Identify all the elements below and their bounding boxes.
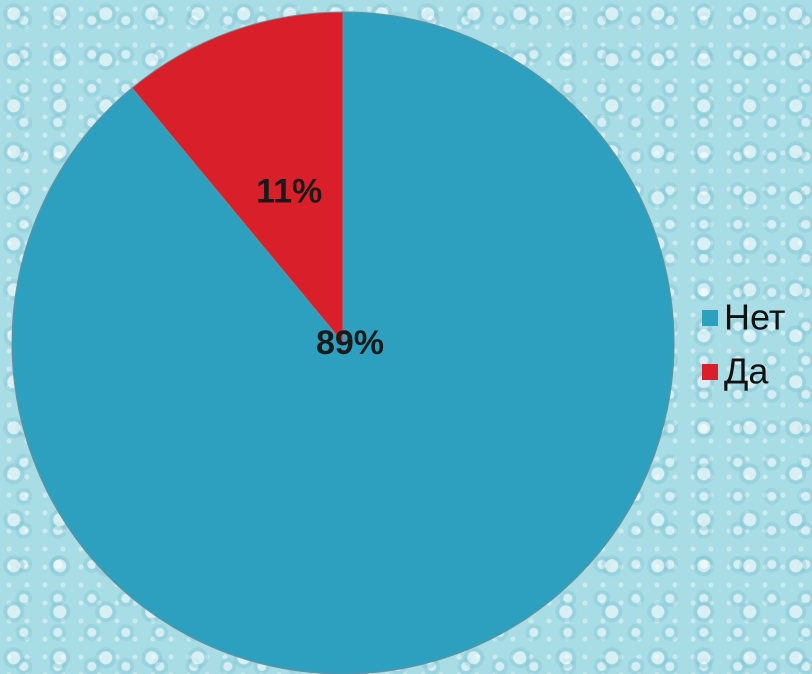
data-label: 11% xyxy=(256,172,322,210)
legend-swatch xyxy=(702,310,718,326)
data-label: 89% xyxy=(316,324,384,362)
legend-label: Нет xyxy=(724,297,785,338)
pie-slice xyxy=(131,11,344,345)
legend-label: Да xyxy=(724,351,769,392)
legend-swatch xyxy=(702,364,718,380)
